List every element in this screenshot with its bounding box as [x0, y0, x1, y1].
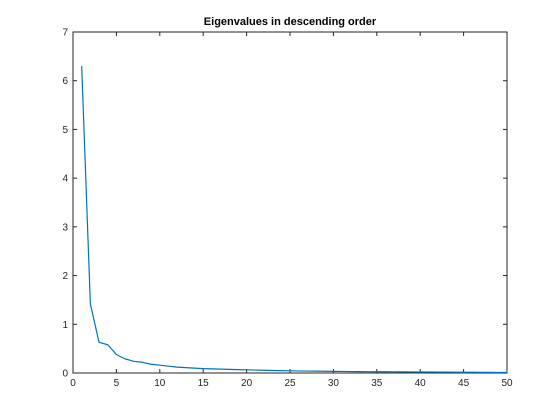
x-tick-label: 45 [458, 378, 470, 389]
x-tick-label: 30 [328, 378, 340, 389]
x-tick-label: 50 [501, 378, 513, 389]
x-tick-label: 25 [284, 378, 296, 389]
plot-area [72, 31, 508, 374]
y-tick-label: 0 [62, 369, 68, 380]
y-tick-label: 6 [62, 76, 68, 87]
x-tick-label: 0 [70, 378, 76, 389]
x-tick-label: 10 [154, 378, 166, 389]
x-tick-label: 20 [241, 378, 253, 389]
series-line [81, 66, 508, 374]
series-layer [81, 66, 508, 374]
x-tick-label: 40 [415, 378, 427, 389]
x-tick-label: 15 [198, 378, 210, 389]
x-tick-label: 35 [371, 378, 383, 389]
y-tick-label: 2 [62, 271, 68, 282]
chart-title: Eigenvalues in descending order [204, 16, 377, 28]
y-tick-label: 4 [62, 174, 68, 185]
y-tick-label: 1 [62, 320, 68, 331]
y-tick-label: 7 [62, 28, 68, 39]
y-tick-label: 3 [62, 222, 68, 233]
x-tick-label: 5 [114, 378, 120, 389]
y-tick-label: 5 [62, 125, 68, 136]
